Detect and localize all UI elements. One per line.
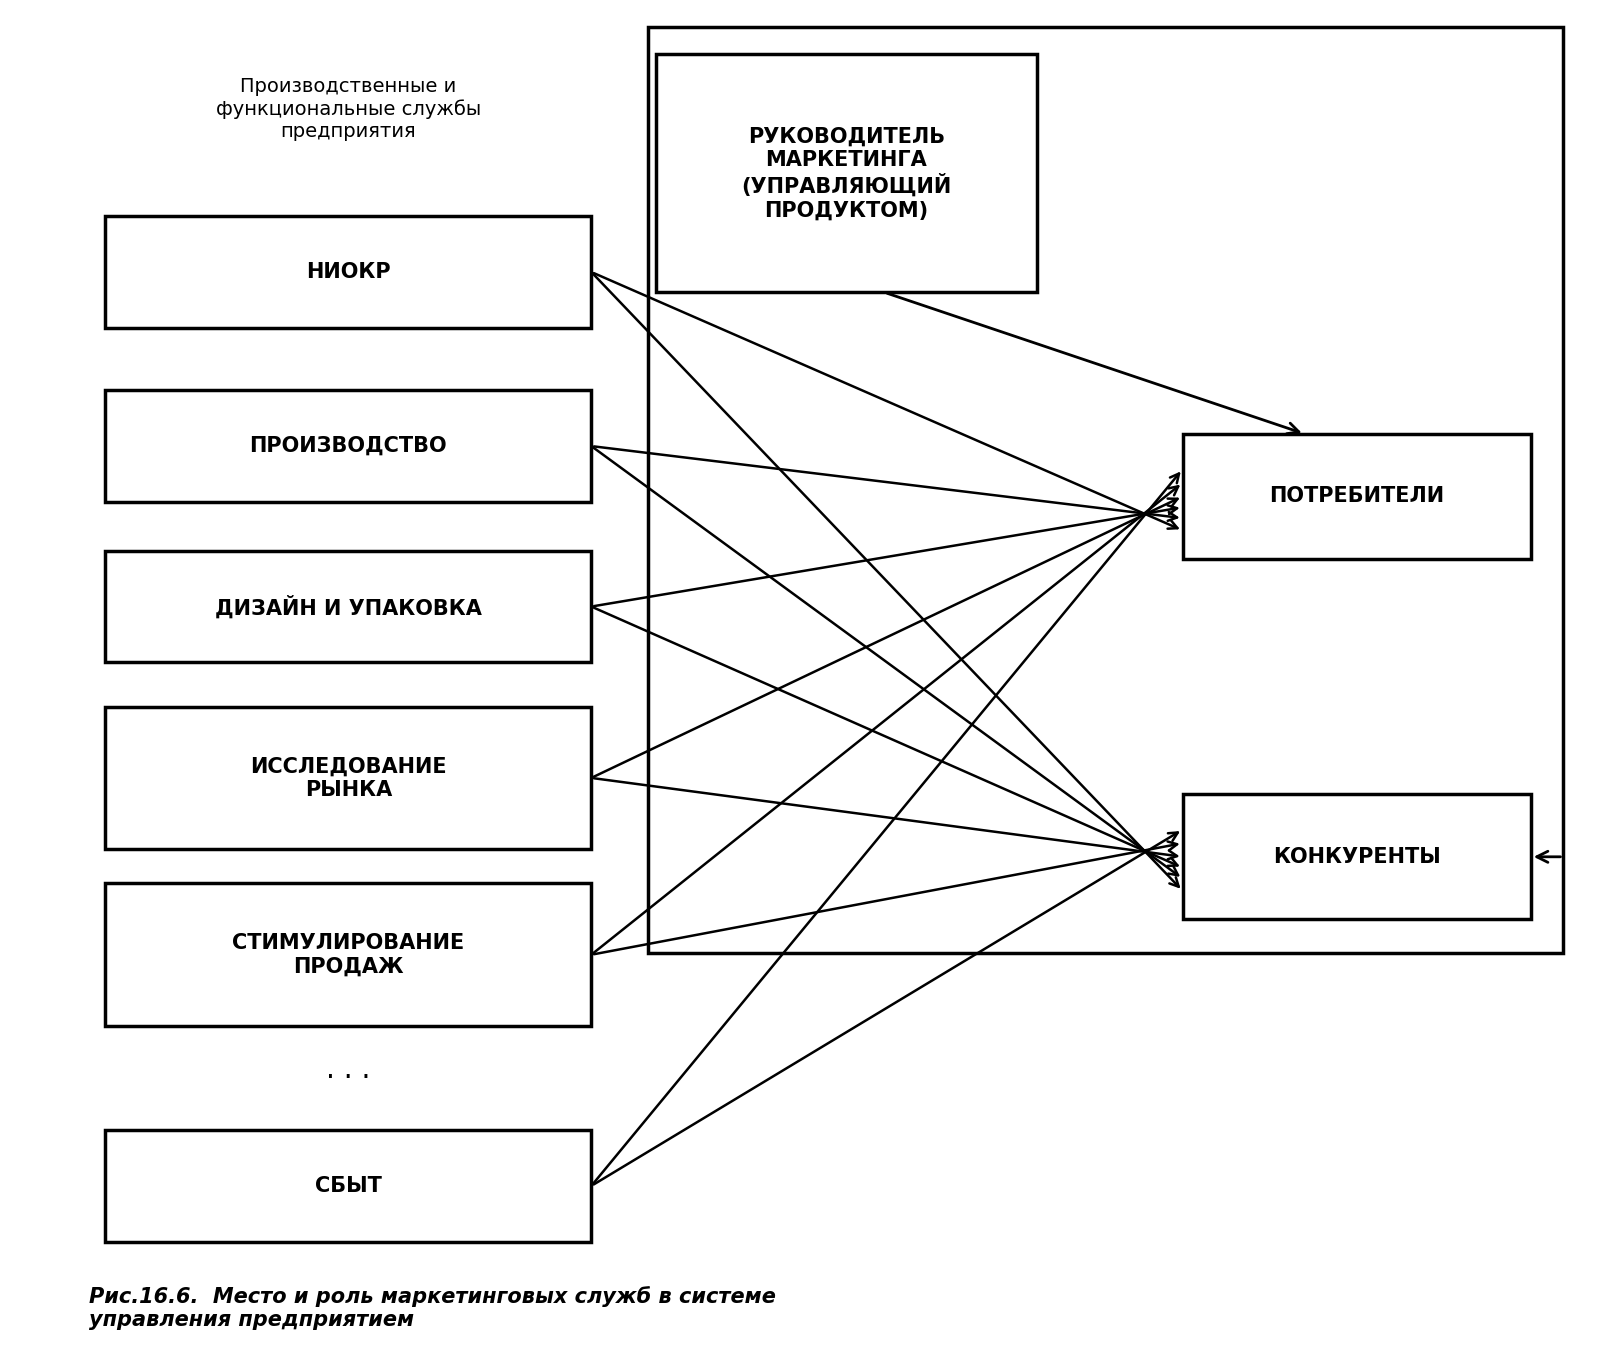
Text: СБЫТ: СБЫТ (314, 1176, 382, 1195)
Bar (105, 707, 591, 849)
Text: СТИМУЛИРОВАНИЕ
ПРОДАЖ: СТИМУЛИРОВАНИЕ ПРОДАЖ (232, 933, 465, 976)
Text: ДИЗАЙН И УПАКОВКА: ДИЗАЙН И УПАКОВКА (215, 594, 481, 619)
Bar (1183, 794, 1531, 919)
Bar (1183, 434, 1531, 559)
Bar (656, 54, 1037, 292)
Text: РУКОВОДИТЕЛЬ
МАРКЕТИНГА
(УПРАВЛЯЮЩИЙ
ПРОДУКТОМ): РУКОВОДИТЕЛЬ МАРКЕТИНГА (УПРАВЛЯЮЩИЙ ПРО… (742, 126, 951, 220)
Text: Производственные и
функциональные службы
предприятия: Производственные и функциональные службы… (215, 78, 481, 140)
Text: ПРОИЗВОДСТВО: ПРОИЗВОДСТВО (249, 437, 447, 456)
Text: КОНКУРЕНТЫ: КОНКУРЕНТЫ (1273, 847, 1440, 866)
Bar (105, 216, 591, 328)
Text: . . .: . . . (326, 1057, 371, 1084)
Text: НИОКР: НИОКР (306, 262, 390, 282)
Bar (105, 884, 591, 1025)
Text: Рис.16.6.  Место и роль маркетинговых служб в системе
управления предприятием: Рис.16.6. Место и роль маркетинговых слу… (89, 1287, 776, 1330)
Bar (648, 27, 1563, 953)
Bar (105, 551, 591, 662)
Bar (105, 390, 591, 502)
Text: ИССЛЕДОВАНИЕ
РЫНКА: ИССЛЕДОВАНИЕ РЫНКА (249, 756, 447, 800)
Bar (105, 1130, 591, 1242)
Text: ПОТРЕБИТЕЛИ: ПОТРЕБИТЕЛИ (1268, 487, 1445, 506)
